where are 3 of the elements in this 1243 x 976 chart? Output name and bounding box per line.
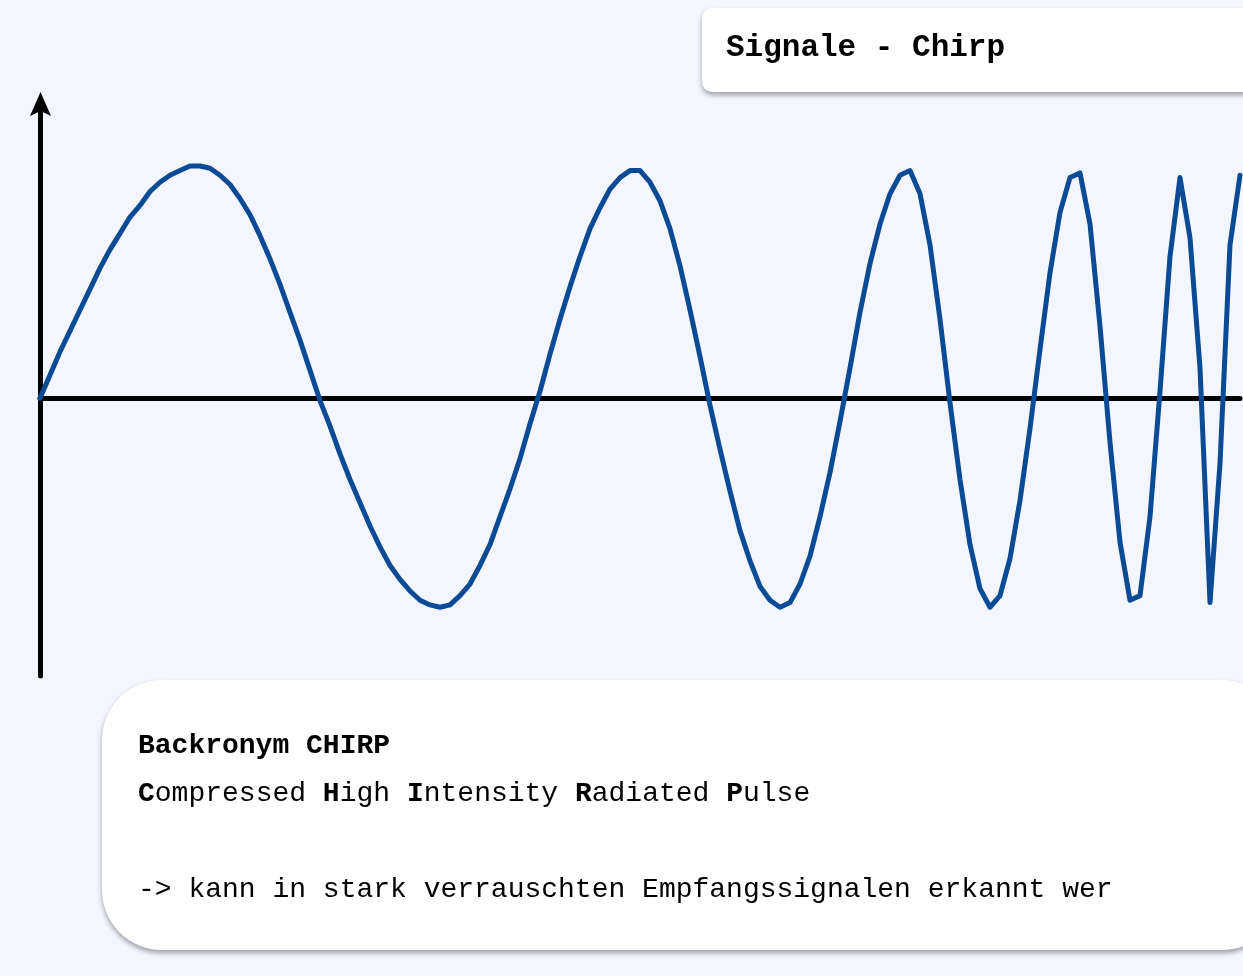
chart-title: Signale - Chirp	[726, 30, 1006, 65]
title-card: Signale - Chirp	[702, 8, 1243, 92]
text-card: Backronym CHIRP Compressed High Intensity Radiated Pulse -> kann in stark verrauschten Empfangssignalen erkannt wer	[102, 680, 1243, 950]
